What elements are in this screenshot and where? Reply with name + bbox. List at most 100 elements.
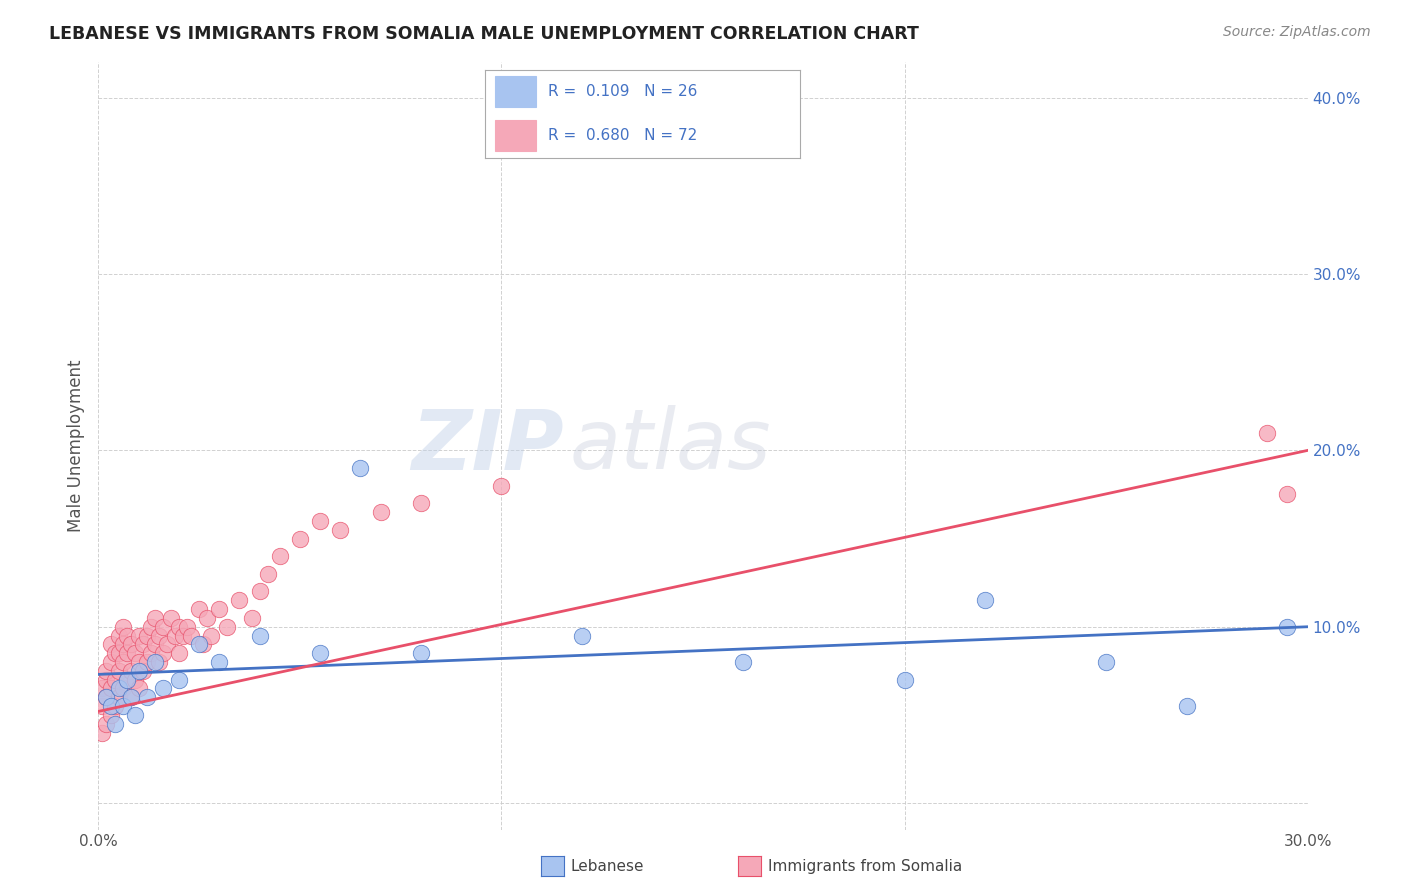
Point <box>1277 620 1299 634</box>
Point <box>107 646 129 660</box>
Point <box>176 620 198 634</box>
Text: ZIP: ZIP <box>412 406 564 486</box>
Point <box>160 611 183 625</box>
Point <box>180 629 202 643</box>
Point <box>152 620 174 634</box>
Point <box>91 681 114 696</box>
Point <box>111 681 134 696</box>
Point <box>1175 699 1198 714</box>
Point <box>188 602 211 616</box>
Point <box>195 611 218 625</box>
Point <box>370 505 392 519</box>
Text: Source: ZipAtlas.com: Source: ZipAtlas.com <box>1223 25 1371 39</box>
Point <box>135 629 157 643</box>
Point <box>491 478 513 492</box>
Point <box>96 690 118 705</box>
Point <box>103 699 125 714</box>
Point <box>309 514 332 528</box>
Point <box>100 699 122 714</box>
Point <box>269 549 291 564</box>
Point <box>148 655 170 669</box>
Point <box>200 629 222 643</box>
Point <box>163 629 186 643</box>
Point <box>100 707 122 722</box>
Point <box>1256 425 1278 440</box>
Point <box>167 620 190 634</box>
Point <box>91 725 114 739</box>
Point <box>143 655 166 669</box>
Text: Lebanese: Lebanese <box>571 859 644 873</box>
Point <box>152 646 174 660</box>
Point <box>111 655 134 669</box>
Point <box>167 673 190 687</box>
Point <box>571 629 593 643</box>
Point <box>135 690 157 705</box>
Point <box>208 602 231 616</box>
Point <box>974 593 997 607</box>
Point <box>132 637 155 651</box>
Point <box>124 673 146 687</box>
Point <box>156 637 179 651</box>
Point <box>107 629 129 643</box>
Point <box>132 664 155 678</box>
Point <box>107 664 129 678</box>
Point <box>111 637 134 651</box>
Point <box>349 461 371 475</box>
Point <box>288 532 311 546</box>
Point <box>152 681 174 696</box>
Point <box>124 707 146 722</box>
Point <box>143 637 166 651</box>
Point <box>240 611 263 625</box>
Point <box>893 673 915 687</box>
Point <box>193 637 215 651</box>
Point <box>120 664 142 678</box>
Point <box>100 681 122 696</box>
Point <box>107 690 129 705</box>
Point <box>103 646 125 660</box>
Point <box>115 646 138 660</box>
Point <box>100 655 122 669</box>
Point <box>96 673 118 687</box>
Point <box>143 611 166 625</box>
Point <box>135 655 157 669</box>
Point <box>96 690 118 705</box>
Point <box>256 566 278 581</box>
Point <box>120 690 142 705</box>
Point <box>120 637 142 651</box>
Point <box>228 593 250 607</box>
Point <box>128 664 150 678</box>
Y-axis label: Male Unemployment: Male Unemployment <box>66 359 84 533</box>
Point <box>148 629 170 643</box>
Point <box>91 699 114 714</box>
Point <box>217 620 239 634</box>
Point <box>188 637 211 651</box>
Point <box>124 646 146 660</box>
Point <box>115 673 138 687</box>
Point <box>128 655 150 669</box>
Point <box>107 681 129 696</box>
Point <box>139 620 162 634</box>
Point <box>103 673 125 687</box>
Point <box>115 629 138 643</box>
Point <box>120 690 142 705</box>
Point <box>309 646 332 660</box>
Point <box>1095 655 1118 669</box>
Point <box>128 629 150 643</box>
Text: Immigrants from Somalia: Immigrants from Somalia <box>768 859 962 873</box>
Point <box>208 655 231 669</box>
Point <box>167 646 190 660</box>
Point <box>115 673 138 687</box>
Point <box>249 584 271 599</box>
Point <box>103 716 125 731</box>
Point <box>329 523 352 537</box>
Point <box>128 681 150 696</box>
Point <box>733 655 755 669</box>
Point <box>409 496 432 510</box>
Point <box>1277 487 1299 501</box>
Point <box>111 699 134 714</box>
Point <box>100 637 122 651</box>
Text: LEBANESE VS IMMIGRANTS FROM SOMALIA MALE UNEMPLOYMENT CORRELATION CHART: LEBANESE VS IMMIGRANTS FROM SOMALIA MALE… <box>49 25 920 43</box>
Point <box>139 646 162 660</box>
Point <box>172 629 194 643</box>
Text: atlas: atlas <box>569 406 772 486</box>
